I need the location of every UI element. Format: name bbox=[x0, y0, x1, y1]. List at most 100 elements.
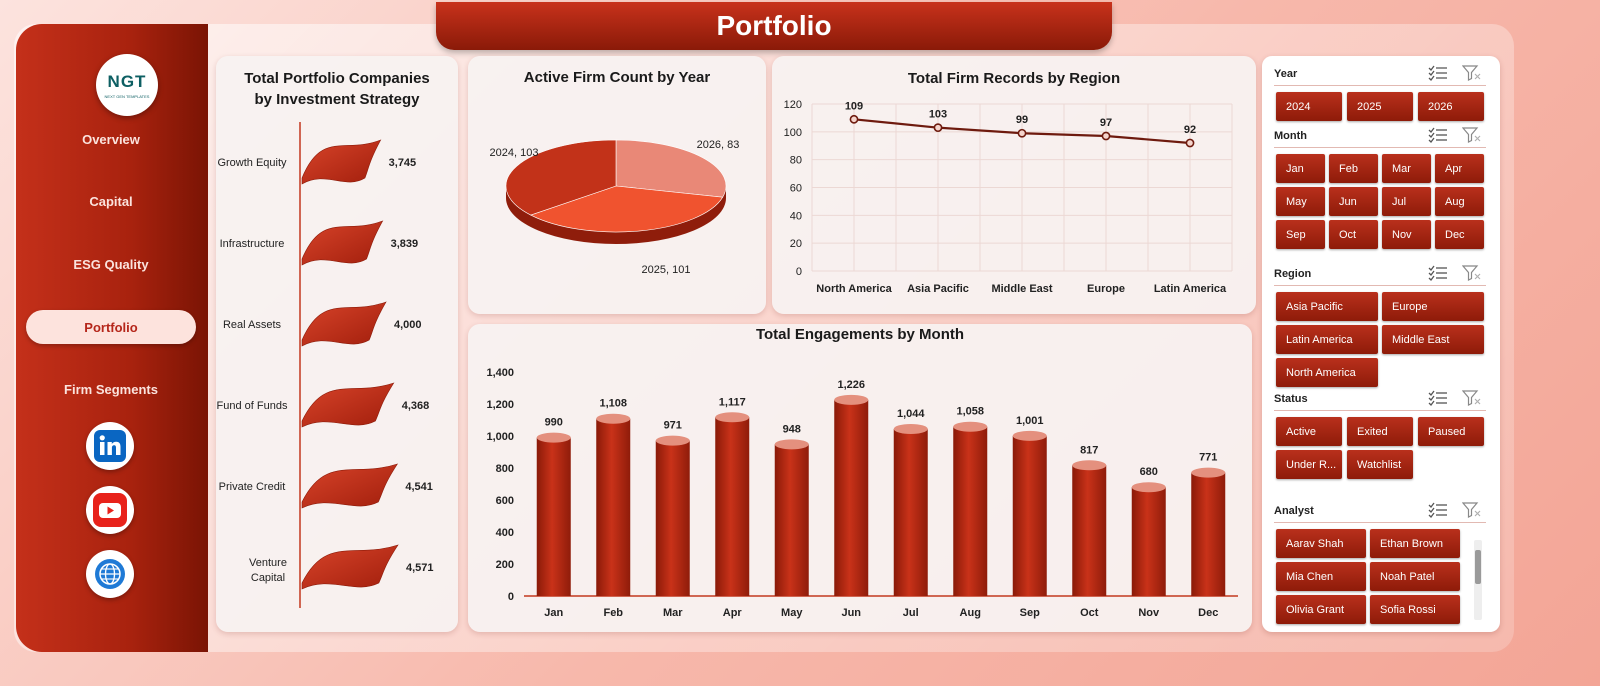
month-slicer-label: Month bbox=[1274, 129, 1307, 142]
strategy-data-label: 4,541 bbox=[405, 481, 433, 493]
slicer-month-apr[interactable]: Apr bbox=[1435, 154, 1484, 183]
strategy-category-label: Real Assets bbox=[223, 319, 282, 331]
month-x-tick: Jun bbox=[841, 607, 861, 619]
slicer-month-may[interactable]: May bbox=[1276, 187, 1325, 216]
slicer-year-2025[interactable]: 2025 bbox=[1347, 92, 1413, 121]
company-logo: NGT NEXT GEN TEMPLATES bbox=[96, 54, 158, 116]
slicer-analyst-noah-patel[interactable]: Noah Patel bbox=[1370, 562, 1460, 591]
strategy-bar bbox=[301, 544, 399, 590]
strategy-category-label: Venture bbox=[249, 557, 287, 569]
month-bar-cap bbox=[774, 439, 809, 450]
month-bar-cap bbox=[655, 435, 690, 446]
slicer-status-under-review[interactable]: Under R... bbox=[1276, 450, 1342, 479]
month-bar bbox=[715, 417, 750, 596]
linkedin-button[interactable] bbox=[86, 422, 134, 470]
pie-slice bbox=[615, 139, 727, 198]
multi-select-icon[interactable] bbox=[1428, 127, 1448, 143]
clear-filter-icon[interactable] bbox=[1462, 65, 1482, 81]
slicer-year-2024[interactable]: 2024 bbox=[1276, 92, 1342, 121]
strategy-category-label: Growth Equity bbox=[217, 157, 287, 169]
strategy-data-label: 4,571 bbox=[406, 562, 434, 574]
slicer-analyst-mia-chen[interactable]: Mia Chen bbox=[1276, 562, 1366, 591]
slicer-month-oct[interactable]: Oct bbox=[1329, 220, 1378, 249]
slicer-month-nov[interactable]: Nov bbox=[1382, 220, 1431, 249]
region-point bbox=[1185, 138, 1195, 148]
multi-select-icon[interactable] bbox=[1428, 265, 1448, 281]
website-button[interactable] bbox=[86, 550, 134, 598]
region-point bbox=[1101, 131, 1111, 141]
slicer-status-active[interactable]: Active bbox=[1276, 417, 1342, 446]
youtube-button[interactable] bbox=[86, 486, 134, 534]
month-data-label: 971 bbox=[664, 420, 682, 432]
month-bar-cap bbox=[1131, 482, 1166, 493]
multi-select-icon[interactable] bbox=[1428, 502, 1448, 518]
nav-portfolio[interactable]: Portfolio bbox=[26, 310, 196, 344]
slicer-status-watchlist[interactable]: Watchlist bbox=[1347, 450, 1413, 479]
slicer-status-paused[interactable]: Paused bbox=[1418, 417, 1484, 446]
slicer-region-middle-east[interactable]: Middle East bbox=[1382, 325, 1484, 354]
month-bar bbox=[536, 437, 571, 596]
slicer-analyst-ethan-brown[interactable]: Ethan Brown bbox=[1370, 529, 1460, 558]
nav-esg-quality[interactable]: ESG Quality bbox=[73, 256, 149, 272]
slicer-status-exited[interactable]: Exited bbox=[1347, 417, 1413, 446]
analyst-scrollbar-thumb[interactable] bbox=[1475, 550, 1481, 584]
month-x-tick: Sep bbox=[1020, 607, 1040, 619]
slicer-region-europe[interactable]: Europe bbox=[1382, 292, 1484, 321]
month-data-label: 817 bbox=[1080, 444, 1098, 456]
strategy-chart-card: Total Portfolio Companies by Investment … bbox=[216, 56, 458, 632]
clear-filter-icon[interactable] bbox=[1462, 127, 1482, 143]
strategy-category-label: Fund of Funds bbox=[217, 400, 288, 412]
month-bar-cap bbox=[953, 421, 988, 432]
nav-firm-segments[interactable]: Firm Segments bbox=[64, 381, 158, 397]
nav-overview[interactable]: Overview bbox=[82, 131, 140, 147]
pie-depth-side bbox=[506, 186, 726, 244]
month-x-tick: Aug bbox=[960, 607, 981, 619]
strategy-data-label: 3,839 bbox=[391, 238, 419, 250]
slicer-month-feb[interactable]: Feb bbox=[1329, 154, 1378, 183]
slicer-month-sep[interactable]: Sep bbox=[1276, 220, 1325, 249]
logo-text: NGT bbox=[107, 71, 147, 91]
pie-data-label: 2024, 103 bbox=[490, 147, 539, 159]
pie-slice bbox=[505, 139, 617, 216]
slicer-month-mar[interactable]: Mar bbox=[1382, 154, 1431, 183]
slicer-month-aug[interactable]: Aug bbox=[1435, 187, 1484, 216]
multi-select-icon[interactable] bbox=[1428, 65, 1448, 81]
clear-filter-icon[interactable] bbox=[1462, 265, 1482, 281]
month-bar bbox=[834, 399, 869, 596]
month-bar-cap bbox=[1012, 430, 1047, 441]
analyst-slicer-header: Analyst bbox=[1274, 499, 1486, 523]
clear-filter-icon[interactable] bbox=[1462, 390, 1482, 406]
month-data-label: 680 bbox=[1140, 466, 1158, 478]
slicer-analyst-aarav-shah[interactable]: Aarav Shah bbox=[1276, 529, 1366, 558]
month-data-label: 1,108 bbox=[599, 398, 627, 410]
month-bar bbox=[774, 444, 809, 596]
analyst-scrollbar[interactable] bbox=[1474, 540, 1482, 620]
clear-filter-icon[interactable] bbox=[1462, 502, 1482, 518]
region-y-tick: 120 bbox=[784, 99, 802, 111]
month-x-tick: May bbox=[781, 607, 803, 619]
slicer-month-jun[interactable]: Jun bbox=[1329, 187, 1378, 216]
pie-slice bbox=[529, 185, 724, 233]
month-x-tick: Jul bbox=[903, 607, 919, 619]
nav-capital[interactable]: Capital bbox=[89, 193, 133, 209]
month-x-tick: Feb bbox=[603, 607, 623, 619]
slicer-month-jan[interactable]: Jan bbox=[1276, 154, 1325, 183]
multi-select-icon[interactable] bbox=[1428, 390, 1448, 406]
month-slicer-header: Month bbox=[1274, 124, 1486, 148]
slicer-region-latin-america[interactable]: Latin America bbox=[1276, 325, 1378, 354]
month-bar-cap bbox=[596, 413, 631, 424]
slicer-month-dec[interactable]: Dec bbox=[1435, 220, 1484, 249]
month-data-label: 1,044 bbox=[897, 408, 925, 420]
slicer-analyst-olivia-grant[interactable]: Olivia Grant bbox=[1276, 595, 1366, 624]
slicer-region-asia-pacific[interactable]: Asia Pacific bbox=[1276, 292, 1378, 321]
month-x-tick: Mar bbox=[663, 607, 683, 619]
month-bar bbox=[1012, 435, 1047, 596]
pie-data-label: 2025, 101 bbox=[642, 264, 691, 276]
month-bar bbox=[596, 418, 631, 596]
strategy-data-label: 4,000 bbox=[394, 319, 422, 331]
month-y-tick: 1,400 bbox=[486, 367, 514, 379]
slicer-year-2026[interactable]: 2026 bbox=[1418, 92, 1484, 121]
slicer-region-north-america[interactable]: North America bbox=[1276, 358, 1378, 387]
slicer-analyst-sofia-rossi[interactable]: Sofia Rossi bbox=[1370, 595, 1460, 624]
slicer-month-jul[interactable]: Jul bbox=[1382, 187, 1431, 216]
